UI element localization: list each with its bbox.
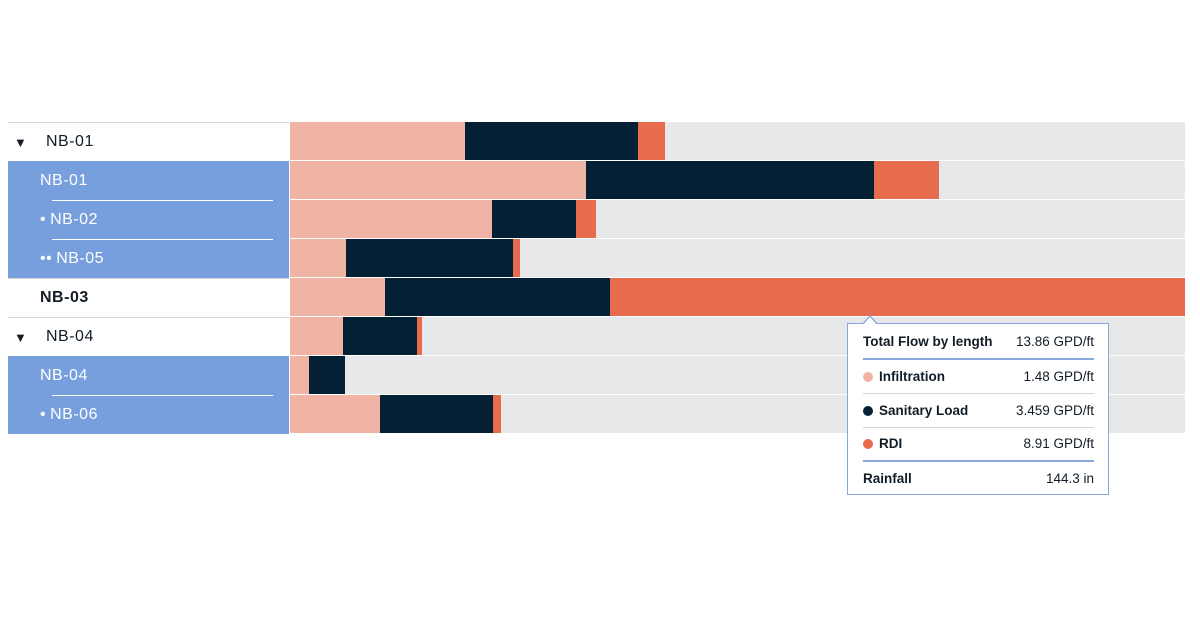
tooltip-sanitary-row: Sanitary Load 3.459 GPD/ft <box>863 394 1094 428</box>
bar-segment-sanitary-load[interactable] <box>464 122 639 160</box>
bar-segment-sanitary-load[interactable] <box>342 317 418 355</box>
tooltip-rdi-value: 8.91 GPD/ft <box>1023 436 1094 451</box>
row-label-text: NB-02 <box>50 210 98 228</box>
bar-track[interactable] <box>290 200 1185 238</box>
bullet-icon: • <box>40 210 47 228</box>
bar-track[interactable] <box>290 122 1185 160</box>
bar-segment-sanitary-load[interactable] <box>586 161 875 199</box>
tooltip-rainfall-value: 144.3 in <box>1045 471 1094 486</box>
chart-row: •• NB-05 <box>8 239 1185 278</box>
tooltip-sanitary-label: Sanitary Load <box>879 403 969 418</box>
chart-row: NB-03 <box>8 278 1185 317</box>
bullet-icon: • <box>40 405 47 423</box>
bar-segment-sanitary-load[interactable] <box>308 356 346 394</box>
bar-track[interactable] <box>290 161 1185 199</box>
bar-segment-rdi[interactable] <box>493 395 502 433</box>
row-label-text: NB-05 <box>56 249 105 267</box>
row-label-text: NB-03 <box>40 289 89 306</box>
row-label-nb-04[interactable]: ▼ NB-04 <box>8 317 289 356</box>
chart-row: NB-01 <box>8 161 1185 200</box>
tooltip-rdi-label: RDI <box>879 436 903 451</box>
row-label-nb-04[interactable]: NB-04 <box>8 356 289 395</box>
tooltip-infiltration-value: 1.48 GPD/ft <box>1023 369 1094 384</box>
tooltip-rainfall-label: Rainfall <box>863 471 912 486</box>
bar-track[interactable] <box>290 239 1185 277</box>
tooltip-sanitary-value: 3.459 GPD/ft <box>1015 403 1094 418</box>
row-label-nb-03[interactable]: NB-03 <box>8 278 289 317</box>
row-label-text: NB-01 <box>40 171 88 189</box>
tooltip-infiltration-label: Infiltration <box>879 369 945 384</box>
bar-segment-infiltration[interactable] <box>290 317 343 355</box>
tooltip-infiltration-row: Infiltration 1.48 GPD/ft <box>863 360 1094 394</box>
bar-segment-infiltration[interactable] <box>290 122 465 160</box>
tooltip-total-value: 13.86 GPD/ft <box>1015 334 1094 349</box>
sanitary-dot-icon <box>863 405 873 416</box>
bar-segment-rdi[interactable] <box>417 317 422 355</box>
bar-segment-infiltration[interactable] <box>290 356 309 394</box>
bar-segment-rdi[interactable] <box>512 239 520 277</box>
tooltip-rainfall-row: Rainfall 144.3 in <box>863 462 1094 495</box>
bar-segment-sanitary-load[interactable] <box>379 395 494 433</box>
rdi-dot-icon <box>863 438 873 449</box>
row-label-nb-05[interactable]: •• NB-05 <box>8 239 289 278</box>
infiltration-dot-icon <box>863 371 873 382</box>
bar-segment-rdi[interactable] <box>576 200 597 238</box>
bar-segment-infiltration[interactable] <box>290 239 347 277</box>
bar-segment-rdi[interactable] <box>609 278 1185 316</box>
bar-segment-rdi[interactable] <box>638 122 665 160</box>
bar-segment-infiltration[interactable] <box>290 200 493 238</box>
row-label-nb-01[interactable]: ▼ NB-01 <box>8 122 289 161</box>
tooltip-title: Total Flow by length <box>863 334 993 349</box>
chart-row: ▼ NB-01 <box>8 122 1185 161</box>
bar-segment-infiltration[interactable] <box>290 278 385 316</box>
chart-row: • NB-02 <box>8 200 1185 239</box>
collapse-caret-icon[interactable]: ▼ <box>14 329 28 345</box>
row-label-text: NB-01 <box>46 133 94 150</box>
bar-segment-sanitary-load[interactable] <box>346 239 513 277</box>
row-label-nb-01[interactable]: NB-01 <box>8 161 289 200</box>
row-label-nb-02[interactable]: • NB-02 <box>8 200 289 239</box>
collapse-caret-icon[interactable]: ▼ <box>14 134 28 150</box>
row-label-text: NB-06 <box>50 405 98 423</box>
bar-segment-sanitary-load[interactable] <box>384 278 610 316</box>
tooltip: Total Flow by length 13.86 GPD/ft Infilt… <box>847 315 1109 495</box>
row-label-text: NB-04 <box>46 328 94 345</box>
bar-segment-rdi[interactable] <box>874 161 939 199</box>
tooltip-total-row: Total Flow by length 13.86 GPD/ft <box>863 325 1094 360</box>
tooltip-rdi-row: RDI 8.91 GPD/ft <box>863 427 1094 462</box>
row-label-nb-06[interactable]: • NB-06 <box>8 395 289 434</box>
bar-segment-sanitary-load[interactable] <box>492 200 577 238</box>
nested-bullet-icon: •• <box>40 249 53 267</box>
row-label-text: NB-04 <box>40 366 88 384</box>
bar-segment-infiltration[interactable] <box>290 395 380 433</box>
bar-segment-infiltration[interactable] <box>290 161 587 199</box>
bar-track[interactable] <box>290 278 1185 316</box>
